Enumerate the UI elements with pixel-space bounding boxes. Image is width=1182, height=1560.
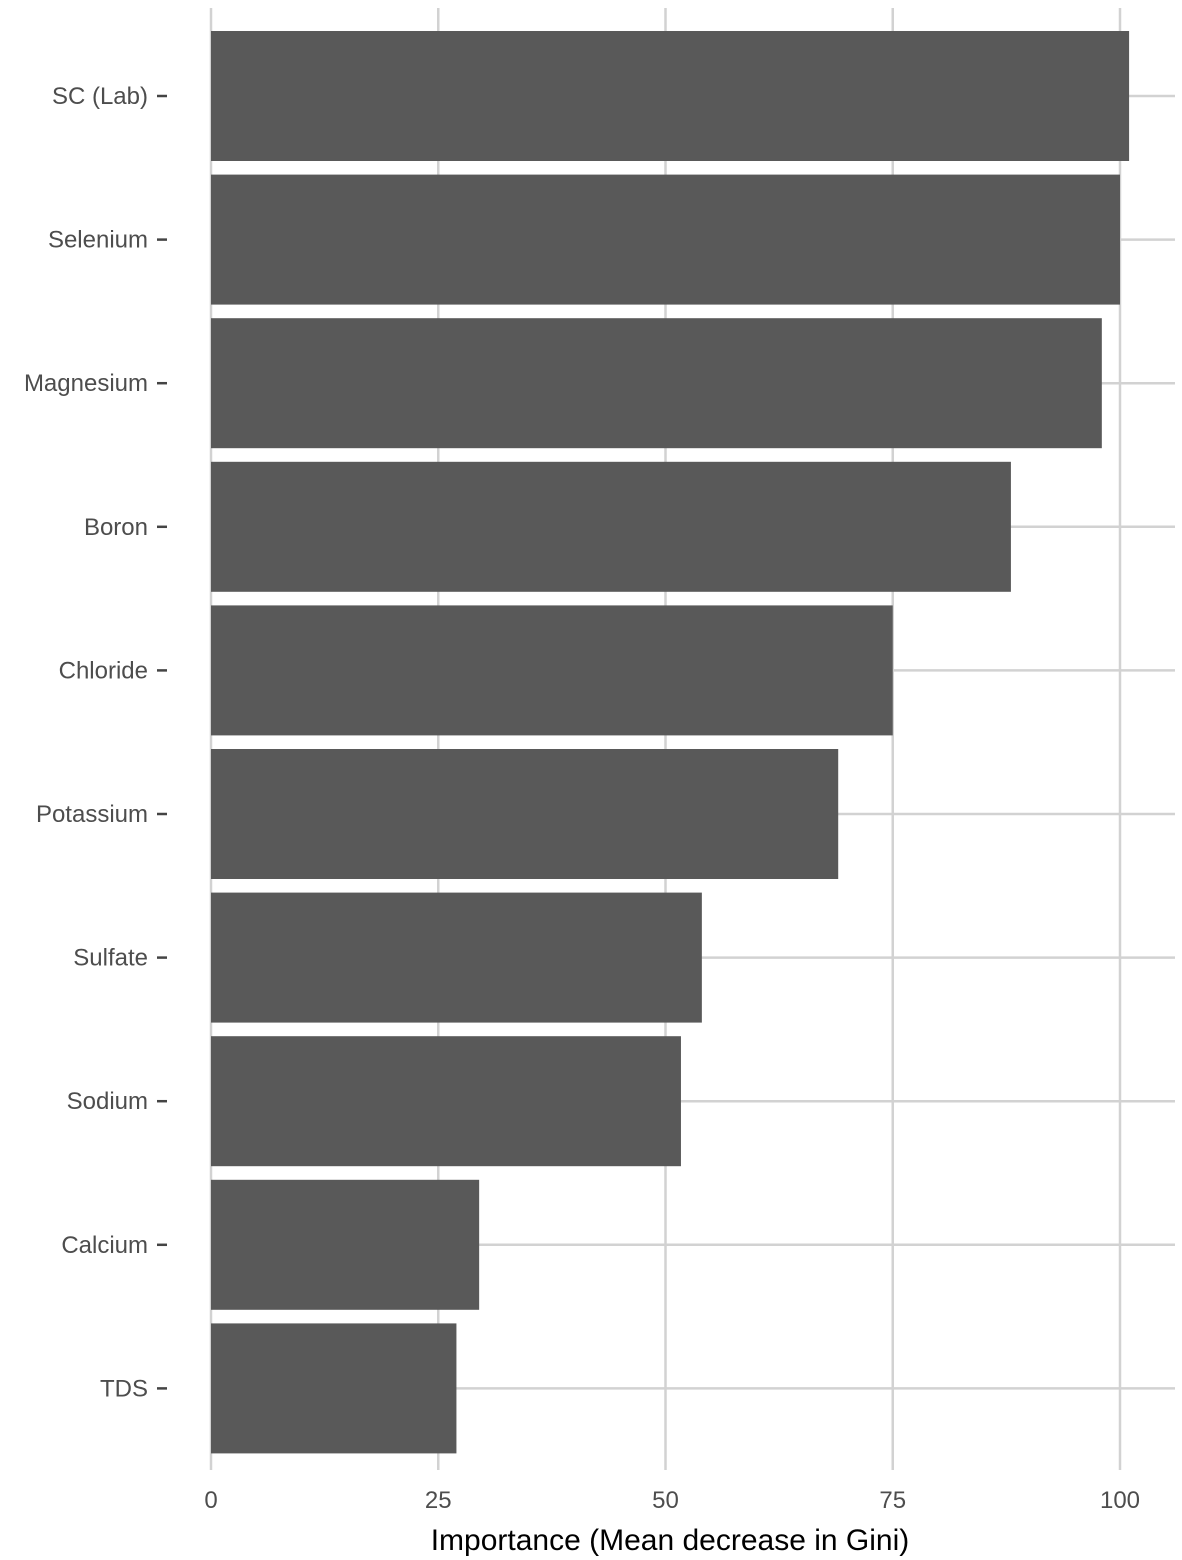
bar-sc-lab <box>211 31 1130 161</box>
bar-sodium <box>211 1036 681 1167</box>
bar-selenium <box>211 174 1120 305</box>
bar-magnesium <box>211 318 1102 449</box>
x-tick-label-75: 75 <box>879 1487 906 1514</box>
category-label-sc-lab: SC (Lab) <box>52 83 148 110</box>
bar-boron <box>211 461 1011 592</box>
category-label-chloride: Chloride <box>59 657 148 684</box>
bar-tds <box>211 1323 457 1454</box>
x-tick-label-50: 50 <box>652 1487 679 1514</box>
x-tick-label-0: 0 <box>204 1487 217 1514</box>
x-axis-title: Importance (Mean decrease in Gini) <box>431 1524 910 1557</box>
category-label-tds: TDS <box>100 1375 148 1402</box>
category-label-sodium: Sodium <box>67 1088 148 1115</box>
category-label-magnesium: Magnesium <box>24 370 148 397</box>
bar-potassium <box>211 749 839 879</box>
y-axis: SC (Lab) Selenium Magnesium Boron Chloride Po… <box>24 83 167 1402</box>
bar-sulfate <box>211 892 702 1023</box>
category-label-potassium: Potassium <box>36 801 148 828</box>
category-label-sulfate: Sulfate <box>73 945 148 972</box>
bars <box>211 31 1130 1454</box>
x-tick-label-25: 25 <box>425 1487 452 1514</box>
category-label-selenium: Selenium <box>48 227 148 254</box>
category-label-boron: Boron <box>84 514 148 541</box>
bar-calcium <box>211 1179 480 1310</box>
x-axis: 0 25 50 75 100 <box>204 1487 1140 1514</box>
category-label-calcium: Calcium <box>61 1232 148 1259</box>
bar-chloride <box>211 605 893 736</box>
x-tick-label-100: 100 <box>1100 1487 1140 1514</box>
